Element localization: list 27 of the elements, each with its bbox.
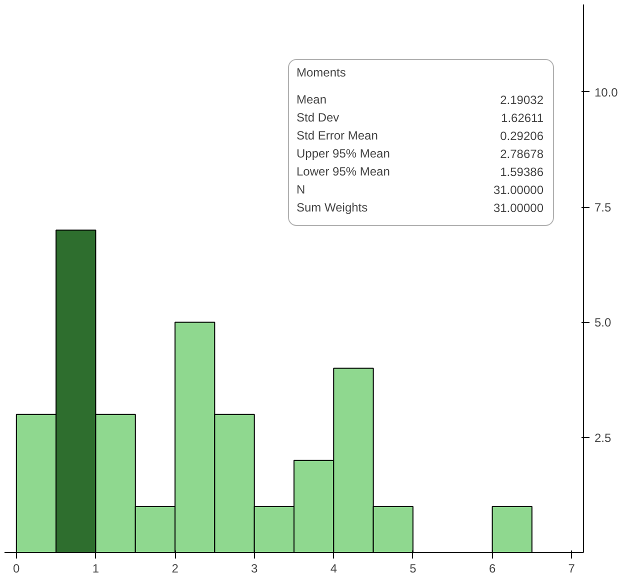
x-tick-label: 1	[92, 562, 100, 576]
annotation: 1.59386	[500, 165, 544, 179]
annotation: 31.00000	[493, 201, 544, 215]
annotation: 2.19032	[500, 93, 544, 107]
y-tick-label: 2.5	[594, 430, 612, 445]
x-tick-label: 3	[251, 562, 258, 576]
annotation: 31.00000	[493, 183, 544, 197]
annotation: 0.29206	[500, 129, 544, 143]
annotation: Mean	[296, 92, 327, 106]
y-tick-label: 10.0	[594, 85, 618, 100]
annotation: 2.78678	[500, 147, 544, 161]
y-tick-label: 7.5	[594, 200, 612, 215]
annotation: Std Dev	[296, 110, 340, 124]
annotation: N	[296, 182, 306, 196]
x-tick-label: 2	[172, 562, 179, 576]
x-tick-label: 7	[568, 562, 576, 576]
annotation: Sum Weights	[296, 200, 368, 214]
annotation: Upper 95% Mean	[296, 146, 390, 160]
annotation: 1.62611	[501, 111, 544, 125]
x-tick-label: 5	[410, 562, 417, 576]
annotation: Lower 95% Mean	[296, 164, 390, 178]
y-tick-label: 5.0	[594, 316, 612, 330]
x-tick-label: 4	[330, 562, 338, 576]
x-tick-label: 6	[488, 562, 496, 576]
annotation: Std Error Mean	[296, 128, 378, 142]
x-tick-label: 0	[13, 562, 20, 576]
annotation: Moments	[296, 66, 346, 80]
